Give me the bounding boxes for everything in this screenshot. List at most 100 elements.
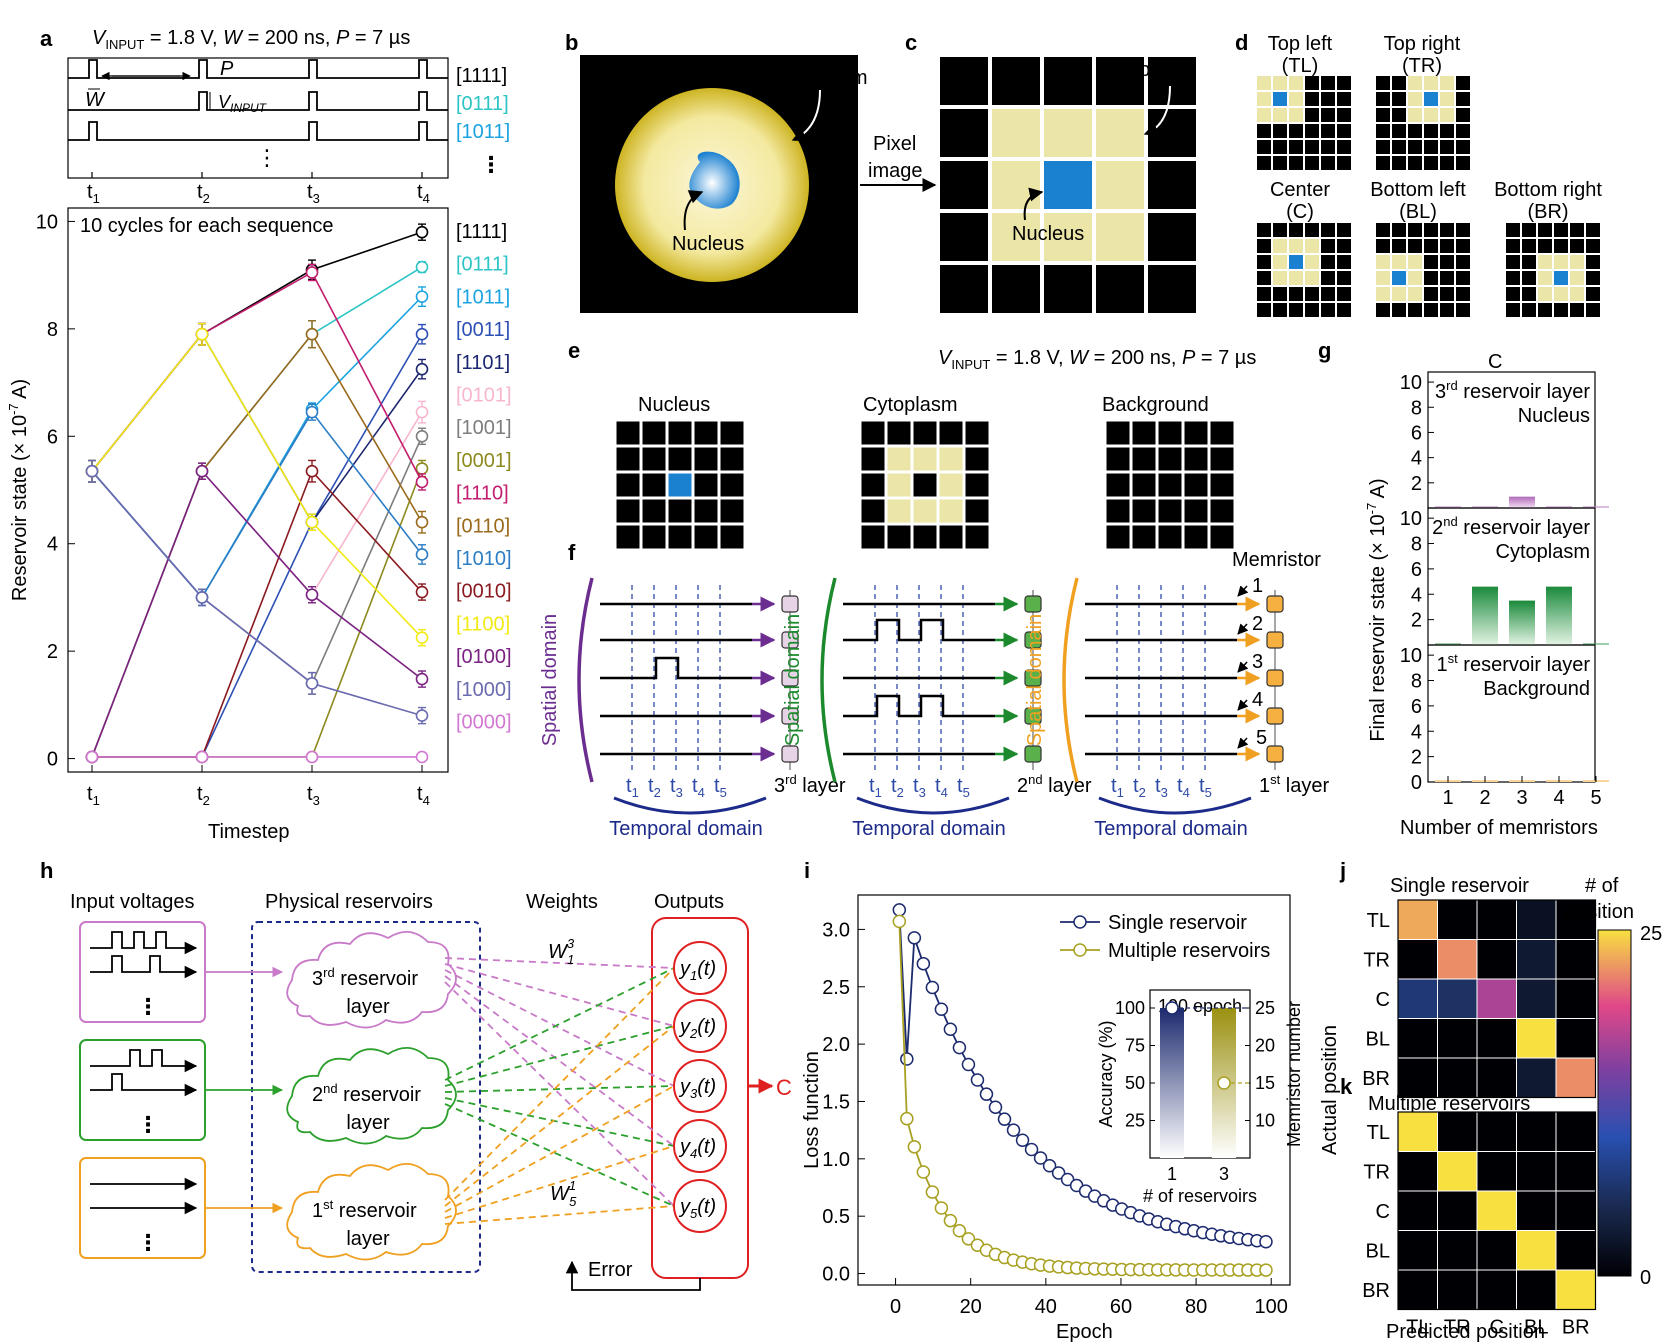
weight-connection: [444, 969, 675, 1087]
heatmap-cell: [1397, 1230, 1438, 1271]
grid-cell: [1273, 255, 1287, 269]
grid-cell: [1305, 140, 1319, 154]
grid-cell: [1538, 239, 1552, 253]
position-grid-title: Top left: [1268, 33, 1333, 55]
memristor-pointer: [1237, 661, 1249, 673]
pulse-trace: [68, 91, 448, 111]
timestep-label: t1: [1111, 775, 1124, 800]
heatmap-cell: [1397, 939, 1438, 980]
reservoir-label-line2: layer: [346, 1112, 390, 1134]
grid-cell: [1337, 287, 1351, 301]
y-tick-label: 10: [36, 211, 58, 233]
grid-cell: [1289, 76, 1303, 90]
grid-cell: [1096, 161, 1144, 209]
grid-cell: [1456, 239, 1470, 253]
reservoir-label-line1: 1st reservoir: [312, 1197, 417, 1222]
grid-cell: [1392, 76, 1406, 90]
grid-cell: [965, 473, 989, 497]
header-input-voltages: Input voltages: [70, 891, 195, 913]
temporal-bracket: [1098, 796, 1252, 815]
heatmap-cell: [1516, 1269, 1557, 1310]
weight-connection: [444, 1145, 675, 1219]
heatmap-cell: [1437, 1018, 1478, 1059]
heatmap-cell: [1397, 1057, 1438, 1098]
grid-cell: [1554, 255, 1568, 269]
loss-point: [970, 1073, 985, 1087]
heatmap-cell: [1476, 1269, 1517, 1310]
input-ellipsis: ⋮: [137, 1230, 159, 1255]
grid-cell: [1257, 223, 1271, 237]
grid-cell: [1158, 447, 1182, 471]
colorbar-title-1: # of: [1585, 875, 1619, 897]
heatmap-cell: [1476, 939, 1517, 980]
data-point: [415, 327, 429, 341]
y-tick-label: 10: [1400, 508, 1422, 530]
heatmap-cell: [1516, 939, 1557, 980]
data-point: [415, 585, 429, 599]
inset-ylabel: Accuracy (%): [1096, 1020, 1116, 1127]
timestep-label: t1: [869, 775, 882, 800]
y-tick-label: 0: [1411, 772, 1422, 794]
timestep-label: t2: [891, 775, 904, 800]
data-point: [195, 464, 209, 478]
grid-cell: [1392, 255, 1406, 269]
grid-cell: [992, 161, 1040, 209]
grid-cell: [913, 525, 937, 549]
encoded-pulse: [843, 618, 995, 642]
grid-cell: [1440, 92, 1454, 106]
grid-cell: [1184, 525, 1208, 549]
grid-cell: [1184, 473, 1208, 497]
y-tick-label: 6: [1411, 696, 1422, 718]
grid-cell: [887, 499, 911, 523]
nucleus-pointer-c: [1023, 187, 1044, 221]
output-label: y1(t): [678, 958, 716, 983]
grid-cell: [1305, 271, 1319, 285]
x-tick-label: 1: [1442, 787, 1453, 809]
pixel-grid: [938, 55, 1198, 315]
grid-cell: [1392, 271, 1406, 285]
timestep-label: t3: [1155, 775, 1168, 800]
timestep-label: t5: [957, 775, 970, 800]
grid-cell: [642, 421, 666, 445]
grid-cell: [1106, 447, 1130, 471]
heatmap-cell: [1476, 1018, 1517, 1059]
heatmap-row-label: BL: [1366, 1028, 1390, 1050]
inset-y2-tick-label: 25: [1255, 998, 1275, 1018]
position-grid: [1375, 75, 1471, 171]
y-tick-label: 3.0: [822, 919, 850, 941]
header-physical-reservoirs: Physical reservoirs: [265, 891, 433, 913]
colorbar-min: 0: [1640, 1267, 1651, 1289]
grid-cell: [965, 421, 989, 445]
grid-cell: [1440, 108, 1454, 122]
heatmap-row-label: BR: [1362, 1280, 1390, 1302]
loss-point: [900, 1111, 914, 1126]
grid-cell: [694, 473, 718, 497]
reservoir-cloud: [286, 1047, 457, 1145]
width-label: W: [85, 89, 106, 111]
memristor-pointer: [1237, 699, 1249, 711]
series-line: [91, 470, 423, 717]
data-point: [305, 677, 319, 690]
grid-cell: [1440, 255, 1454, 269]
loss-point: [916, 956, 931, 971]
position-grid-title: Center: [1270, 179, 1330, 201]
accuracy-bar: [1160, 1008, 1184, 1158]
grid-cell: [1392, 239, 1406, 253]
grid-cell: [1305, 108, 1319, 122]
grid-cell: [1456, 76, 1470, 90]
x-tick-label: 40: [1035, 1296, 1057, 1318]
grid-cell: [1273, 124, 1287, 138]
grid-cell: [1289, 140, 1303, 154]
heatmap-cell: [1476, 1057, 1517, 1098]
heatmap-row-label: BR: [1362, 1068, 1390, 1090]
grid-cell: [1257, 124, 1271, 138]
heatmap-cell: [1476, 1111, 1517, 1152]
memristor-number: 3: [1252, 651, 1263, 673]
memristor-label: Memristor: [1232, 549, 1321, 571]
wave-ellipsis: ⋮: [256, 145, 278, 170]
grid-cell: [1392, 303, 1406, 317]
grid-cell: [1289, 223, 1303, 237]
grid-cell: [1522, 303, 1536, 317]
spatiotemporal-encoding: t1 t2 t3 t4 t5 Spatial domain Temporal domain 3…: [539, 575, 1329, 840]
memristor-number: 1: [1252, 575, 1263, 597]
